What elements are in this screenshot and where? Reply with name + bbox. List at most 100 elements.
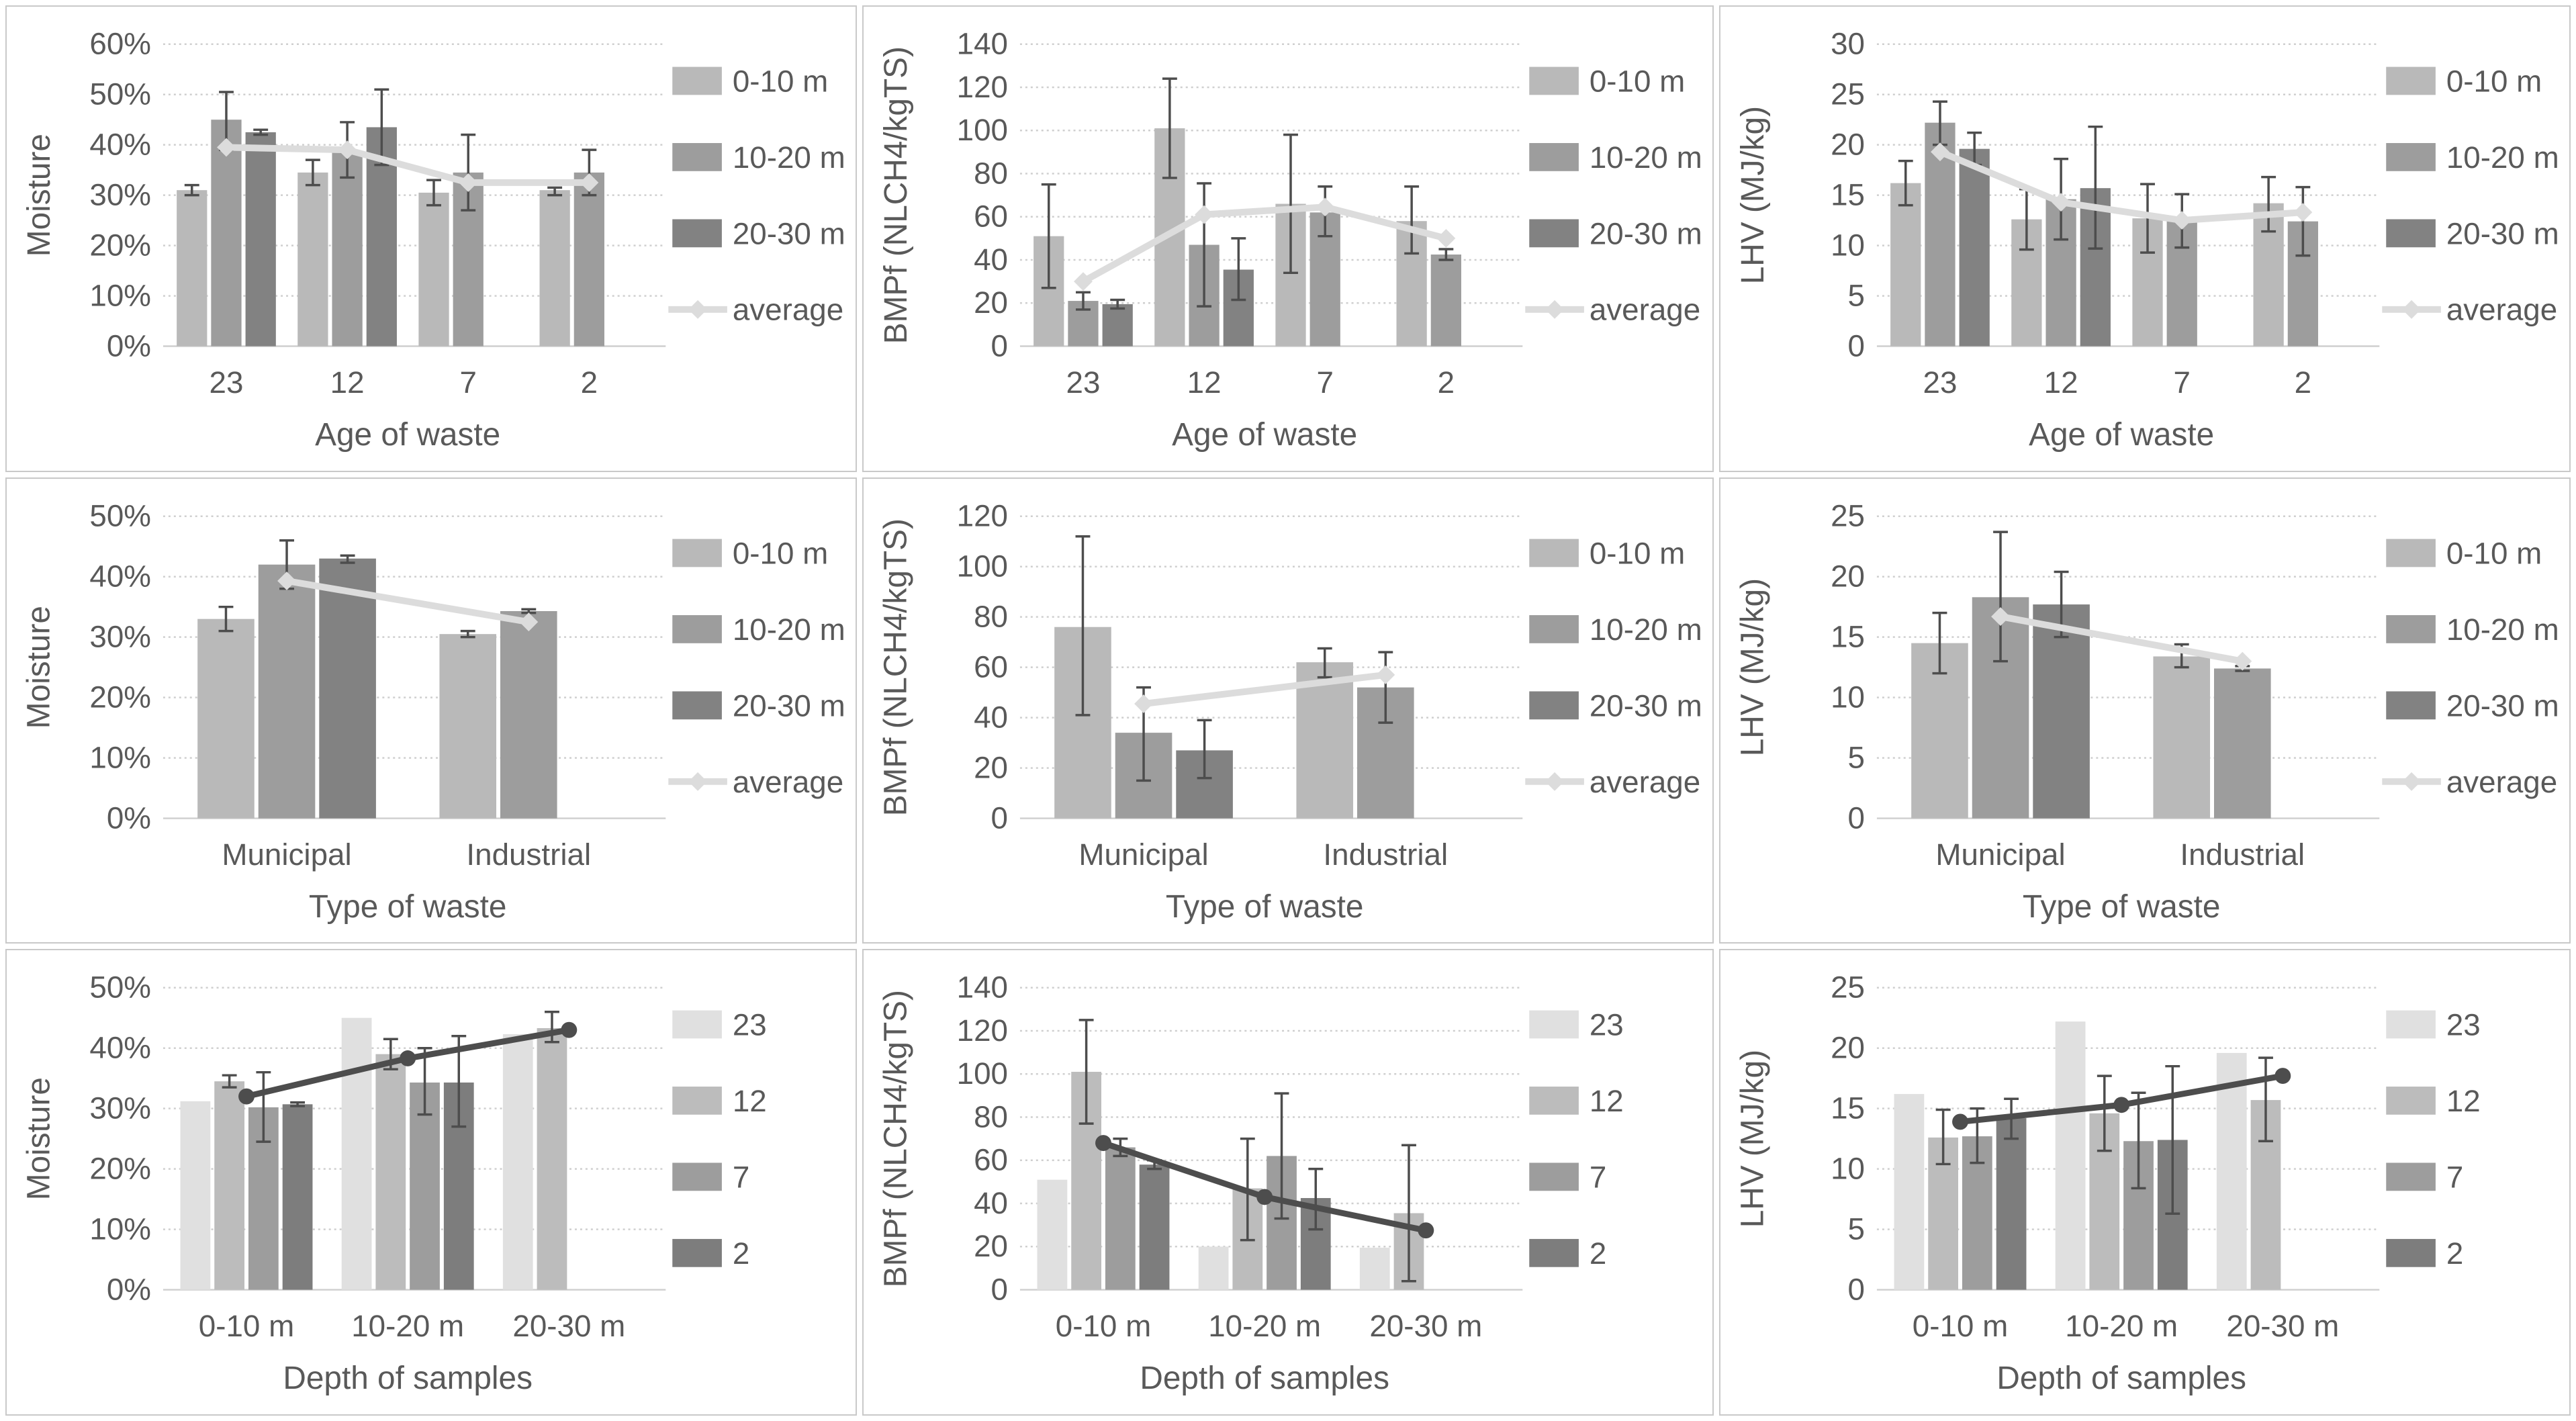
x-category-label: Municipal xyxy=(1078,837,1208,872)
legend-label-0-10 m: 0-10 m xyxy=(733,536,828,570)
legend-label-20-30 m: 20-30 m xyxy=(733,216,845,250)
bar-lhv-by-type-0-10 m-Industrial xyxy=(2153,656,2211,819)
chart-panel-moisture-by-type: 0% 10% 20% 30% 40% 50% Moisture Municipal Indust… xyxy=(5,477,857,944)
bar-lhv-by-age-20-30 m-23 xyxy=(1959,148,1990,347)
x-category-label: 7 xyxy=(1317,365,1334,400)
y-tick-label: 15 xyxy=(1831,1091,1865,1126)
bar-lhv-by-age-0-10 m-23 xyxy=(1890,183,1921,347)
legend-label-2: 2 xyxy=(1590,1236,1606,1271)
x-category-label: 20-30 m xyxy=(2226,1310,2339,1344)
x-category-label: Industrial xyxy=(466,837,591,872)
x-axis-title: Type of waste xyxy=(2023,889,2221,925)
bar-moisture-by-type-10-20 m-Industrial xyxy=(500,610,557,819)
bar-moisture-by-depth-12-20-30 m xyxy=(537,1028,567,1290)
legend-swatch-20-30 m xyxy=(1529,691,1579,719)
y-tick-label: 30% xyxy=(89,178,151,212)
bar-moisture-by-depth-23-10-20 m xyxy=(341,1018,372,1290)
legend-label-average: average xyxy=(2446,293,2557,327)
legend-label-23: 23 xyxy=(733,1008,767,1042)
y-tick-label: 0 xyxy=(991,800,1008,835)
y-axis-title: LHV (MJ/kg) xyxy=(1735,578,1771,756)
legend-label-12: 12 xyxy=(1590,1084,1624,1118)
average-marker xyxy=(519,612,539,631)
x-category-label: 0-10 m xyxy=(199,1310,294,1344)
chart-panel-lhv-by-depth: 0 5 10 15 20 25 LHV (MJ/kg) 0-10 m 10-20 m 20-30 … xyxy=(1719,949,2571,1416)
x-category-label: 0-10 m xyxy=(1056,1310,1151,1344)
y-axis-title: BMPf (NLCH4/kgTS) xyxy=(878,46,914,344)
y-tick-label: 10 xyxy=(1831,1152,1865,1186)
y-tick-label: 10 xyxy=(1831,680,1865,714)
x-category-label: 2 xyxy=(2295,365,2311,400)
y-tick-label: 100 xyxy=(957,113,1008,147)
legend-swatch-2 xyxy=(1529,1239,1579,1268)
y-tick-label: 80 xyxy=(974,1100,1008,1134)
average-marker xyxy=(1418,1222,1434,1239)
x-axis-title: Type of waste xyxy=(309,889,507,925)
legend-swatch-0-10 m xyxy=(1529,539,1579,567)
y-tick-label: 120 xyxy=(957,498,1008,533)
x-category-label: 2 xyxy=(1438,365,1455,400)
y-tick-label: 0% xyxy=(107,800,151,835)
legend-label-20-30 m: 20-30 m xyxy=(2446,688,2559,723)
average-marker xyxy=(217,138,236,157)
legend-swatch-10-20 m xyxy=(1529,143,1579,171)
legend-swatch-0-10 m xyxy=(672,539,722,567)
y-tick-label: 25 xyxy=(1831,77,1865,111)
y-tick-label: 20 xyxy=(974,285,1008,320)
legend-label-average: average xyxy=(2446,764,2557,798)
y-tick-label: 20% xyxy=(89,1152,151,1186)
chart-panel-bmpf-by-type: 0 20 40 60 80 100 120 BMPf (NLCH4/kgTS) Municipa… xyxy=(862,477,1714,944)
bar-moisture-by-depth-12-0-10 m xyxy=(214,1081,245,1290)
legend-swatch-12 xyxy=(672,1087,722,1115)
legend-swatch-23 xyxy=(672,1010,722,1039)
bar-moisture-by-depth-2-0-10 m xyxy=(282,1104,313,1290)
bar-bmpf-by-depth-7-0-10 m xyxy=(1105,1147,1136,1290)
average-marker xyxy=(1952,1113,1968,1130)
bar-bmpf-by-depth-23-10-20 m xyxy=(1198,1246,1229,1290)
average-marker xyxy=(338,140,357,160)
average-marker xyxy=(2233,651,2252,671)
y-tick-label: 20 xyxy=(1831,1031,1865,1065)
legend-label-7: 7 xyxy=(733,1160,749,1195)
bar-moisture-by-type-10-20 m-Municipal xyxy=(258,564,316,819)
x-category-label: Industrial xyxy=(2180,837,2305,872)
x-category-label: 23 xyxy=(1066,365,1101,400)
bar-bmpf-by-type-0-10 m-Industrial xyxy=(1296,661,1354,819)
x-category-label: 12 xyxy=(1187,365,1222,400)
y-tick-label: 0 xyxy=(991,328,1008,363)
x-category-label: 20-30 m xyxy=(512,1310,625,1344)
x-category-label: 12 xyxy=(2044,365,2078,400)
x-category-label: 23 xyxy=(210,365,244,400)
y-tick-label: 30% xyxy=(89,619,151,653)
chart-svg-moisture-by-type: 0% 10% 20% 30% 40% 50% Moisture Municipal Indust… xyxy=(21,498,845,925)
y-tick-label: 40 xyxy=(974,1186,1008,1220)
y-axis-title: Moisture xyxy=(21,134,57,257)
x-category-label: 23 xyxy=(1923,365,1958,400)
bar-moisture-by-type-0-10 m-Industrial xyxy=(439,633,497,819)
chart-svg-lhv-by-type: 0 5 10 15 20 25 LHV (MJ/kg) Municipal Industrial… xyxy=(1735,498,2559,925)
chart-svg-lhv-by-depth: 0 5 10 15 20 25 LHV (MJ/kg) 0-10 m 10-20 m 20-30 … xyxy=(1735,970,2481,1396)
x-axis-title: Depth of samples xyxy=(1140,1361,1389,1396)
bar-moisture-by-depth-23-0-10 m xyxy=(180,1101,211,1290)
bar-moisture-by-age-0-10 m-7 xyxy=(418,192,449,347)
y-axis-title: LHV (MJ/kg) xyxy=(1735,1050,1771,1228)
bar-lhv-by-depth-23-10-20 m xyxy=(2055,1021,2086,1290)
y-axis-title: Moisture xyxy=(21,606,57,729)
average-marker xyxy=(1195,205,1214,224)
average-marker xyxy=(1095,1135,1111,1152)
bar-moisture-by-age-20-30 m-23 xyxy=(245,132,276,347)
y-tick-label: 120 xyxy=(957,70,1008,104)
chart-panel-bmpf-by-depth: 0 20 40 60 80 100 120 140 BMPf (NLCH4/kgTS) 0-10 … xyxy=(862,949,1714,1416)
x-category-label: 7 xyxy=(460,365,477,400)
y-tick-label: 0% xyxy=(107,1273,151,1307)
average-marker xyxy=(238,1089,255,1105)
legend-swatch-7 xyxy=(672,1162,722,1191)
y-tick-label: 80 xyxy=(974,599,1008,633)
legend-label-0-10 m: 0-10 m xyxy=(2446,536,2542,570)
average-marker xyxy=(400,1050,416,1067)
y-tick-label: 0 xyxy=(1848,1273,1865,1307)
x-category-label: 0-10 m xyxy=(1913,1310,2008,1344)
y-tick-label: 40 xyxy=(974,700,1008,734)
y-tick-label: 60% xyxy=(89,27,151,61)
